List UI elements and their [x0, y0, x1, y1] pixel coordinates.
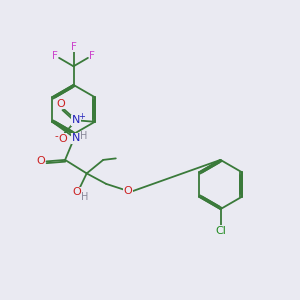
Text: H: H [80, 131, 88, 141]
Text: O: O [124, 185, 133, 196]
Text: H: H [81, 192, 88, 203]
Text: F: F [70, 42, 76, 52]
Text: Cl: Cl [215, 226, 226, 236]
Text: O: O [57, 98, 66, 109]
Text: O: O [58, 134, 67, 144]
Text: N: N [71, 133, 80, 143]
Text: O: O [72, 187, 81, 197]
Text: O: O [36, 156, 45, 167]
Text: F: F [52, 51, 58, 61]
Text: N: N [72, 115, 80, 125]
Text: -: - [55, 131, 58, 142]
Text: +: + [78, 112, 85, 121]
Text: F: F [89, 51, 95, 61]
